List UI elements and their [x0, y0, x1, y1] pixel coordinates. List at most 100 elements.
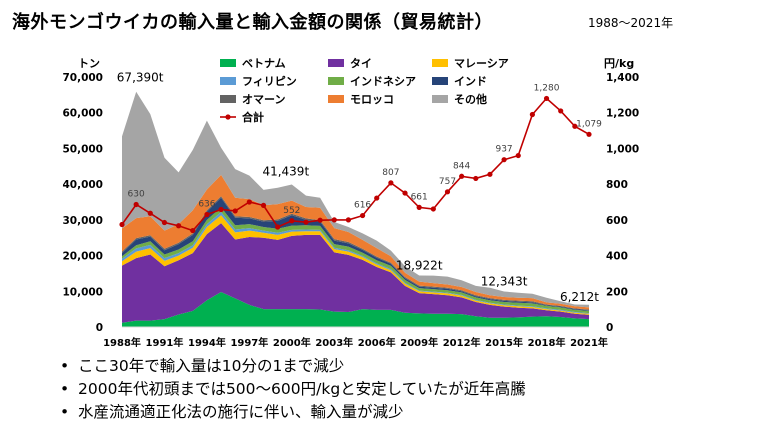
y-right-tick-label: 200: [606, 286, 628, 298]
x-tick-label: 1988年: [103, 336, 141, 349]
price-point: [147, 210, 153, 216]
price-point: [473, 175, 479, 182]
price-point: [119, 221, 125, 228]
x-tick-label: 1994年: [188, 336, 226, 349]
price-point: [459, 173, 465, 179]
legend-swatch: [220, 77, 236, 85]
page-title: 海外モンゴウイカの輸入量と輸入金額の関係（貿易統計）: [12, 12, 493, 33]
x-tick-label: 2003年: [315, 336, 353, 349]
price-point: [345, 217, 352, 223]
legend-label: マレーシア: [454, 57, 509, 70]
price-point: [161, 219, 168, 226]
y-right-tick-label: 600: [606, 215, 628, 227]
y-right-tick-label: 1,400: [606, 72, 639, 84]
bullet-item: 水産流通適正化法の施行に伴い、輸入量が減少: [56, 401, 526, 424]
price-point: [246, 199, 252, 205]
price-point: [303, 219, 309, 225]
y-left-tick-label: 60,000: [62, 108, 103, 120]
price-point: [176, 223, 182, 229]
legend-label: その他: [454, 92, 487, 106]
price-point: [317, 217, 323, 223]
x-tick-label: 1997年: [230, 336, 268, 349]
bullet-item: 2000年代初頭までは500～600円/kgと安定していたが近年高騰: [56, 378, 526, 401]
legend-swatch: [432, 59, 448, 67]
period-label: 1988～2021年: [588, 16, 674, 30]
price-point: [190, 227, 196, 234]
volume-data-label: 18,922t: [396, 258, 443, 272]
price-point: [501, 157, 507, 163]
price-data-label: 807: [382, 168, 399, 178]
price-point: [487, 171, 493, 177]
y-left-tick-label: 40,000: [62, 179, 103, 191]
price-point: [558, 108, 564, 114]
x-tick-label: 2012年: [443, 336, 481, 349]
price-point: [260, 202, 267, 208]
y-left-tick-label: 70,000: [62, 72, 103, 84]
legend-swatch: [220, 59, 236, 67]
price-point: [218, 206, 224, 213]
price-data-label: 1,079: [576, 119, 602, 129]
y-right-tick-label: 0: [606, 322, 613, 334]
price-data-label: 616: [354, 201, 371, 211]
legend-label: インド: [454, 75, 487, 88]
legend-swatch: [432, 77, 448, 85]
price-point: [275, 224, 281, 230]
x-tick-label: 2015年: [485, 336, 523, 349]
price-data-label: 937: [495, 145, 512, 155]
x-tick-label: 2006年: [358, 336, 396, 349]
price-point: [586, 131, 592, 137]
area-series: [122, 292, 589, 327]
price-point: [232, 208, 238, 214]
x-tick-label: 1991年: [146, 336, 184, 349]
price-point: [359, 212, 366, 219]
legend-swatch: [225, 114, 231, 120]
volume-data-label: 6,212t: [560, 290, 599, 304]
legend-label: ベトナム: [242, 57, 286, 70]
price-data-label: 552: [283, 206, 300, 216]
y-left-tick-label: 30,000: [62, 215, 103, 227]
volume-data-label: 67,390t: [117, 71, 164, 85]
price-line: [121, 97, 590, 232]
y-left-axis-label: トン: [78, 57, 100, 70]
price-data-label: 844: [453, 161, 470, 171]
y-right-tick-label: 1,200: [606, 108, 639, 120]
price-point: [529, 111, 535, 118]
price-point: [204, 211, 210, 218]
y-left-tick-label: 20,000: [62, 251, 103, 263]
legend-swatch: [220, 95, 236, 103]
price-data-label: 1,280: [534, 83, 560, 93]
legend-label: フィリピン: [242, 75, 297, 88]
legend-label: モロッコ: [350, 93, 394, 106]
volume-data-label: 41,439t: [262, 165, 309, 179]
y-right-tick-label: 400: [606, 251, 628, 263]
price-point: [388, 180, 394, 186]
price-data-label: 630: [128, 190, 145, 200]
price-point: [430, 206, 436, 212]
legend-label: インドネシア: [350, 75, 416, 88]
price-point: [444, 189, 451, 195]
price-point: [133, 201, 139, 208]
price-data-label: 661: [411, 192, 428, 202]
y-left-tick-label: 0: [96, 322, 103, 334]
legend-swatch: [328, 95, 344, 103]
legend-label: オマーン: [242, 93, 285, 106]
x-tick-label: 2009年: [400, 336, 438, 349]
y-right-axis-label: 円/kg: [604, 57, 634, 70]
area-series: [122, 223, 589, 323]
y-right-tick-label: 1,000: [606, 143, 639, 155]
y-left-tick-label: 10,000: [62, 286, 103, 298]
price-point: [416, 204, 422, 210]
legend-swatch: [328, 77, 344, 85]
legend-label: タイ: [350, 57, 372, 70]
x-tick-label: 2018年: [528, 336, 566, 349]
price-point: [543, 95, 550, 102]
import-chart: 0 10,000 20,000 30,000 40,000 50,000 60,000 70,…: [62, 57, 639, 349]
x-tick-label: 2000年: [273, 336, 311, 349]
price-point: [515, 152, 521, 159]
price-data-label: 636: [198, 200, 215, 210]
volume-data-label: 12,343t: [481, 274, 528, 288]
y-right-tick-label: 800: [606, 179, 628, 191]
legend-swatch: [432, 95, 448, 103]
y-left-tick-label: 50,000: [62, 143, 103, 155]
legend-swatch: [328, 59, 344, 67]
